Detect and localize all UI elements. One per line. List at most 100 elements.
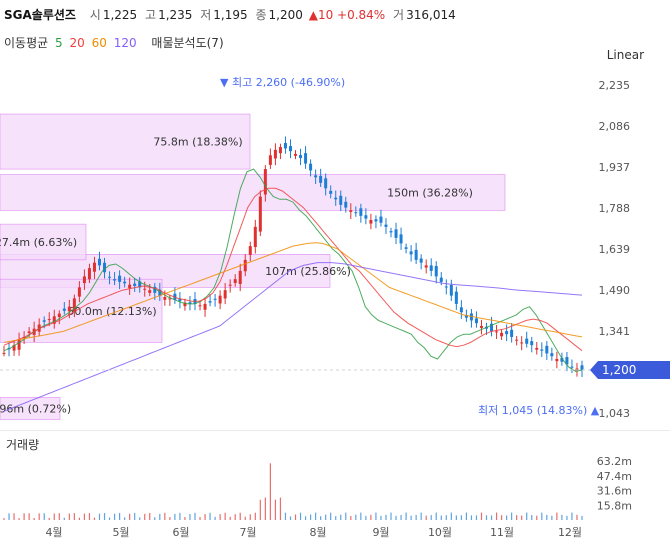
candle-body-104 (525, 338, 529, 344)
volume-bar-89 (450, 512, 452, 520)
volume-bar-31 (159, 513, 161, 520)
open-value: 1,225 (102, 8, 138, 22)
volume-profile-label-2: 107m (25.86%) (265, 265, 351, 278)
ma-60[interactable]: 60 (91, 36, 107, 50)
volume-bar-78 (395, 515, 397, 520)
volume-bar-82 (415, 515, 417, 520)
volume-bar-1 (8, 513, 10, 520)
volume-bar-3 (18, 518, 20, 520)
min-annotation: 최저 1,045 (14.83%) ▲ (478, 404, 600, 417)
volume-bar-83 (420, 512, 422, 520)
volume-profile-label-1: 75.8m (18.38%) (153, 136, 242, 149)
volume-label: 거 (393, 8, 405, 22)
volume-profile-label-4: 50.0m (12.13%) (67, 305, 156, 318)
volume-bar-4 (23, 513, 25, 520)
volume-profile-label-0: 150m (36.28%) (387, 186, 473, 199)
volume-bar-76 (385, 514, 387, 520)
candle-body-30 (153, 286, 157, 293)
volume-tick-3: 15.8m (597, 499, 632, 512)
candle-body-51 (258, 196, 262, 232)
candle-body-60 (304, 153, 308, 164)
volume-bar-73 (370, 514, 372, 520)
candle-body-67 (339, 195, 343, 205)
volume-bar-50 (254, 512, 256, 520)
volume-bar-30 (154, 517, 156, 520)
volume-bar-47 (239, 512, 241, 520)
volume-bar-114 (576, 514, 578, 520)
price-tick-4: 1,639 (599, 243, 631, 256)
candle-body-24 (123, 281, 127, 284)
volume-bar-22 (113, 513, 116, 520)
ma-120[interactable]: 120 (113, 36, 137, 50)
volume-bar-87 (440, 515, 442, 520)
volume-bar-108 (546, 514, 548, 520)
volume-bar-38 (194, 512, 196, 520)
volume-bar-11 (58, 513, 60, 520)
candle-body-11 (57, 313, 61, 318)
candle-body-54 (273, 149, 277, 159)
candle-body-84 (424, 265, 428, 268)
volume-bar-13 (68, 513, 70, 520)
volume-bar-29 (149, 512, 151, 520)
volume-bar-48 (244, 516, 246, 520)
volume-bar-65 (330, 512, 332, 520)
volume-bar-51 (259, 499, 261, 520)
candle-body-32 (163, 297, 167, 300)
volume-bar-109 (551, 515, 553, 520)
ma-5[interactable]: 5 (55, 36, 63, 50)
volume-bar-105 (531, 515, 533, 520)
candle-body-21 (108, 276, 112, 278)
candle-body-2 (12, 345, 16, 351)
volume-profile-label[interactable]: 매물분석도(7) (151, 36, 224, 50)
scale-toggle[interactable]: Linear (606, 48, 644, 62)
volume-bar-84 (425, 515, 427, 520)
volume-bar-75 (380, 515, 382, 520)
volume-bar-71 (360, 512, 362, 520)
price-tick-7: 1,043 (599, 407, 631, 420)
candle-body-33 (168, 298, 172, 300)
volume-bar-45 (229, 516, 231, 520)
volume-bar-81 (410, 515, 412, 520)
volume-bar-61 (309, 514, 312, 520)
candle-body-89 (449, 285, 453, 296)
volume-bar-64 (325, 514, 327, 520)
candle-body-37 (188, 302, 192, 304)
volume-bar-24 (124, 517, 126, 520)
candle-body-78 (394, 229, 398, 238)
volume-bar-5 (28, 513, 30, 520)
candle-body-101 (510, 329, 514, 337)
low-value: 1,195 (213, 8, 248, 22)
candle-body-39 (198, 305, 202, 307)
candle-body-17 (87, 268, 91, 280)
open-label: 시 (89, 8, 101, 22)
x-tick-7: 11월 (490, 526, 514, 539)
x-tick-6: 10월 (428, 526, 452, 539)
volume-bar-101 (511, 512, 513, 520)
ma-label: 이동평균 (4, 36, 49, 50)
volume-tick-1: 47.4m (597, 470, 632, 483)
volume-bar-67 (340, 514, 342, 520)
volume-bar-46 (234, 514, 236, 520)
candle-body-70 (354, 212, 358, 214)
candle-body-18 (92, 262, 96, 272)
volume-bar-8 (43, 513, 45, 520)
candle-body-28 (143, 288, 147, 290)
ma-line-ma20_series (3, 187, 583, 352)
volume-bar-39 (199, 516, 201, 520)
candle-body-61 (309, 163, 313, 171)
volume-bar-66 (335, 516, 337, 520)
volume-tick-0: 63.2m (597, 455, 632, 468)
candle-body-68 (344, 201, 348, 208)
candle-body-109 (550, 353, 554, 357)
candle-body-103 (520, 342, 524, 344)
ma-20[interactable]: 20 (69, 36, 85, 50)
volume-bar-55 (279, 497, 282, 520)
volume-bar-26 (134, 512, 136, 520)
ma-line-ma120_series (3, 262, 583, 412)
volume-bar-96 (485, 515, 488, 520)
price-tick-5: 1,490 (599, 284, 631, 297)
volume-profile-box-0 (0, 174, 506, 211)
volume-bar-36 (184, 517, 186, 520)
moving-average-legend[interactable]: 이동평균 5 20 60 120 매물분석도(7) (4, 34, 227, 51)
